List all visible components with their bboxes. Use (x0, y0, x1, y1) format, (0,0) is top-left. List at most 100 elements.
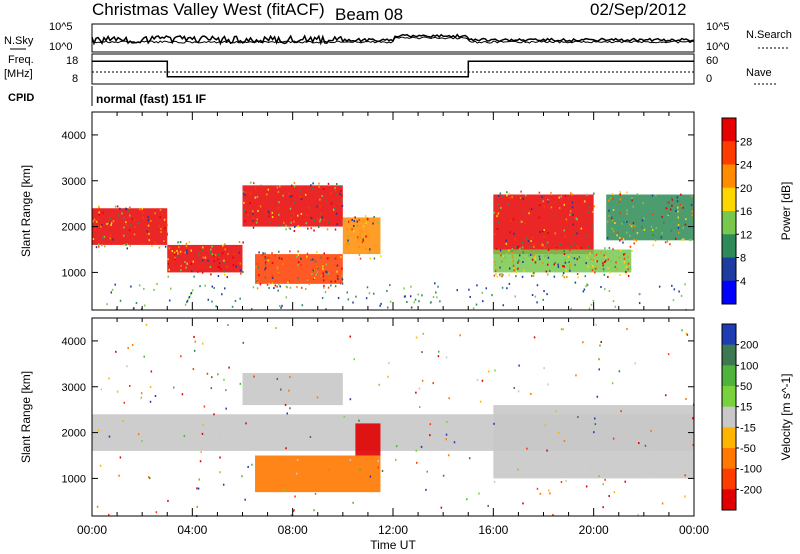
power-echo-cell (110, 291, 113, 294)
power-echo-cell (297, 214, 299, 217)
x-axis-label: Time UT (370, 538, 416, 552)
colorbar-swatch (722, 187, 736, 212)
power-echo-cell (601, 259, 603, 262)
power-echo-cell (235, 265, 237, 268)
power-echo-cell (307, 227, 309, 230)
power-echo-cell (186, 251, 188, 254)
power-echo-cell (514, 295, 516, 298)
power-echo-cell (508, 202, 510, 205)
velocity-echo-cell (122, 419, 124, 422)
power-echo-cell (571, 201, 574, 204)
power-x-ticks (91, 112, 695, 310)
power-echo-cell (636, 232, 639, 235)
power-echo-cell (675, 209, 677, 212)
power-echo-cell (264, 252, 266, 255)
velocity-echo-cell (290, 514, 293, 517)
velocity-echo-cell (429, 423, 432, 426)
velocity-echo-band (355, 423, 381, 456)
power-echo-cell (608, 214, 611, 217)
power-echo-cell (547, 273, 549, 276)
power-echo-cell (678, 290, 680, 293)
power-echo-cell (633, 238, 635, 241)
power-echo-cell (323, 252, 326, 255)
power-echo-cell (541, 243, 543, 246)
velocity-echo-cell (99, 464, 102, 467)
power-echo-cell (109, 217, 111, 220)
power-echo-cell (372, 292, 375, 295)
velocity-echo-cell (468, 457, 471, 460)
velocity-echo-cell (352, 501, 354, 504)
power-echo-cell (565, 218, 568, 221)
power-echo-cell (106, 222, 108, 225)
power-echo-cell (239, 269, 242, 272)
power-echo-cell (472, 307, 475, 310)
power-echo-cell (271, 274, 274, 277)
x-tick-label: 08:00 (278, 523, 308, 537)
power-echo-cell (186, 262, 188, 265)
power-echo-cell (603, 254, 605, 257)
power-echo-cell (607, 199, 610, 202)
power-echo-cell (341, 194, 343, 197)
velocity-echo-cell (487, 504, 489, 507)
power-echo-cell (238, 240, 241, 243)
velocity-echo-cell (276, 377, 279, 380)
velocity-panel: 1000 2000 3000 4000 Slant Range [km] 200 100… (19, 317, 793, 517)
power-echo-cell (293, 201, 296, 204)
power-echo-cell (323, 284, 325, 287)
power-echo-cell (323, 219, 325, 222)
power-echo-cell (320, 256, 322, 259)
power-echo-cell (317, 217, 319, 220)
power-echo-cell (439, 300, 441, 303)
velocity-echo-cell (577, 416, 579, 419)
power-echo-cell (215, 305, 217, 308)
velocity-echoes (92, 323, 695, 517)
power-echo-cell (512, 218, 515, 221)
power-echo-cell (258, 251, 260, 254)
power-echo-cell (100, 225, 102, 228)
power-echo-cell (496, 213, 498, 216)
velocity-echo-cell (381, 469, 384, 472)
power-echo-cell (621, 222, 623, 225)
power-echo-cell (506, 191, 508, 194)
power-echo-cell (547, 198, 549, 201)
power-echo-cell (674, 237, 677, 240)
velocity-echo-cell (245, 422, 247, 425)
power-echo-cell (536, 284, 539, 287)
power-echo-cell (209, 251, 211, 254)
power-echo-cell (214, 254, 217, 257)
power-echo-cell (498, 221, 500, 224)
power-echo-cell (559, 244, 562, 247)
velocity-echo-cell (575, 374, 577, 377)
power-echo-cell (129, 244, 132, 247)
velocity-echo-cell (493, 480, 496, 483)
power-echo-cell (358, 218, 361, 221)
power-echo-cell (511, 250, 513, 253)
colorbar-tick-label: 28 (740, 136, 752, 148)
power-echo-cell (316, 266, 318, 269)
power-echo-cell (250, 308, 253, 311)
power-echo-cell (667, 201, 669, 204)
power-echo-cell (550, 206, 553, 209)
power-echo-cell (312, 182, 314, 185)
velocity-echo-cell (349, 458, 352, 461)
power-echo-cell (475, 303, 478, 306)
power-echo-cell (134, 226, 136, 229)
power-echo-cell (185, 245, 188, 248)
velocity-echo-cell (539, 492, 542, 495)
power-echo-cell (612, 197, 614, 200)
power-echo-cell (522, 251, 524, 254)
power-echo-cell (512, 259, 514, 262)
power-echo-cell (224, 248, 226, 251)
vel-ytick-label: 1000 (62, 473, 86, 485)
power-echo-cell (277, 271, 280, 274)
power-echo-cell (300, 286, 303, 289)
power-echo-cell (125, 223, 128, 226)
power-echo-cell (603, 270, 605, 273)
power-echo-cell (523, 269, 525, 272)
power-echo-cell (533, 254, 536, 257)
power-echo-cell (211, 285, 214, 288)
power-echo-cell (629, 245, 632, 248)
velocity-echo-cell (602, 506, 604, 509)
power-echo-cell (573, 257, 576, 260)
power-echo-cell (97, 245, 100, 248)
